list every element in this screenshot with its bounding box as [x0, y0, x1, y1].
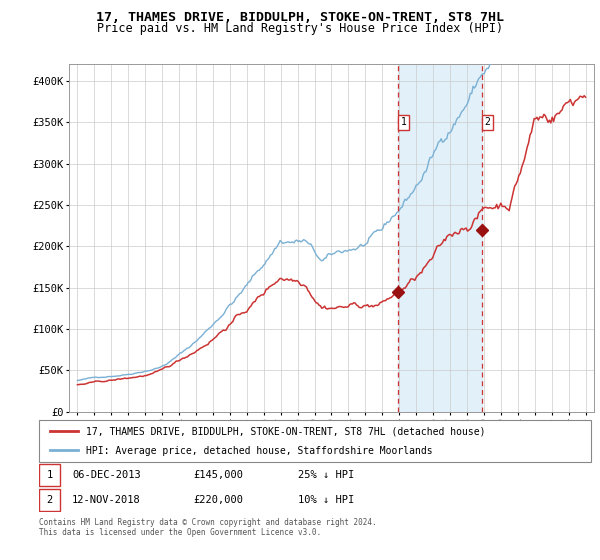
Text: 17, THAMES DRIVE, BIDDULPH, STOKE-ON-TRENT, ST8 7HL: 17, THAMES DRIVE, BIDDULPH, STOKE-ON-TRE… — [96, 11, 504, 24]
Text: 25% ↓ HPI: 25% ↓ HPI — [298, 470, 355, 479]
Text: 2: 2 — [46, 495, 53, 505]
Text: 12-NOV-2018: 12-NOV-2018 — [72, 495, 141, 505]
Bar — [39, 489, 60, 511]
Text: Contains HM Land Registry data © Crown copyright and database right 2024.
This d: Contains HM Land Registry data © Crown c… — [39, 518, 377, 538]
Text: 1: 1 — [46, 470, 53, 479]
Text: 2: 2 — [484, 117, 490, 127]
Text: Price paid vs. HM Land Registry's House Price Index (HPI): Price paid vs. HM Land Registry's House … — [97, 22, 503, 35]
Text: 10% ↓ HPI: 10% ↓ HPI — [298, 495, 355, 505]
Text: £220,000: £220,000 — [194, 495, 244, 505]
FancyBboxPatch shape — [39, 420, 591, 462]
Text: £145,000: £145,000 — [194, 470, 244, 479]
Text: 06-DEC-2013: 06-DEC-2013 — [72, 470, 141, 479]
Text: HPI: Average price, detached house, Staffordshire Moorlands: HPI: Average price, detached house, Staf… — [86, 446, 433, 456]
Text: 1: 1 — [400, 117, 406, 127]
Bar — [39, 464, 60, 486]
Bar — [398, 64, 482, 412]
Text: 17, THAMES DRIVE, BIDDULPH, STOKE-ON-TRENT, ST8 7HL (detached house): 17, THAMES DRIVE, BIDDULPH, STOKE-ON-TRE… — [86, 427, 485, 437]
